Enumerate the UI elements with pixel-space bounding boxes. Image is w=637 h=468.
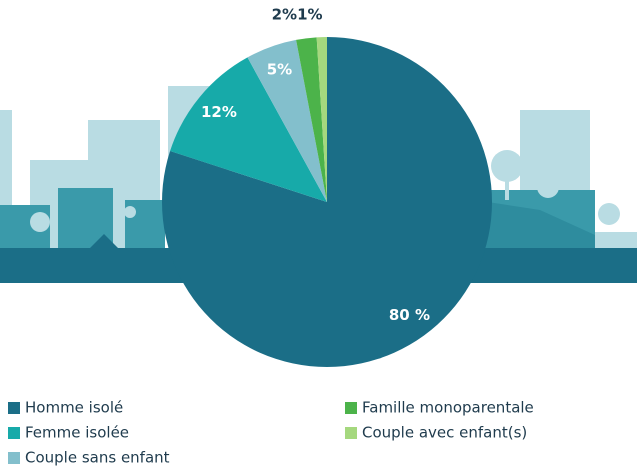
legend-label: Femme isolée (25, 424, 129, 442)
legend-swatch (345, 402, 357, 414)
slice-label: 2% (272, 6, 297, 24)
pie-slice (316, 37, 327, 202)
slice-label: 1% (297, 6, 322, 24)
slice-label: 12% (201, 103, 237, 121)
legend-swatch (345, 427, 357, 439)
legend-swatch (8, 452, 20, 464)
pie-slice (247, 39, 327, 202)
legend-swatch (8, 427, 20, 439)
legend-label: Couple avec enfant(s) (362, 424, 527, 442)
slice-label: 80 % (389, 306, 430, 324)
pie-slice (170, 57, 327, 203)
pie-slice (296, 37, 327, 202)
legend-swatch (8, 402, 20, 414)
legend-label: Homme isolé (25, 399, 123, 417)
legend-label: Couple sans enfant (25, 449, 170, 467)
legend-label: Famille monoparentale (362, 399, 534, 417)
slice-label: 5% (267, 61, 292, 79)
